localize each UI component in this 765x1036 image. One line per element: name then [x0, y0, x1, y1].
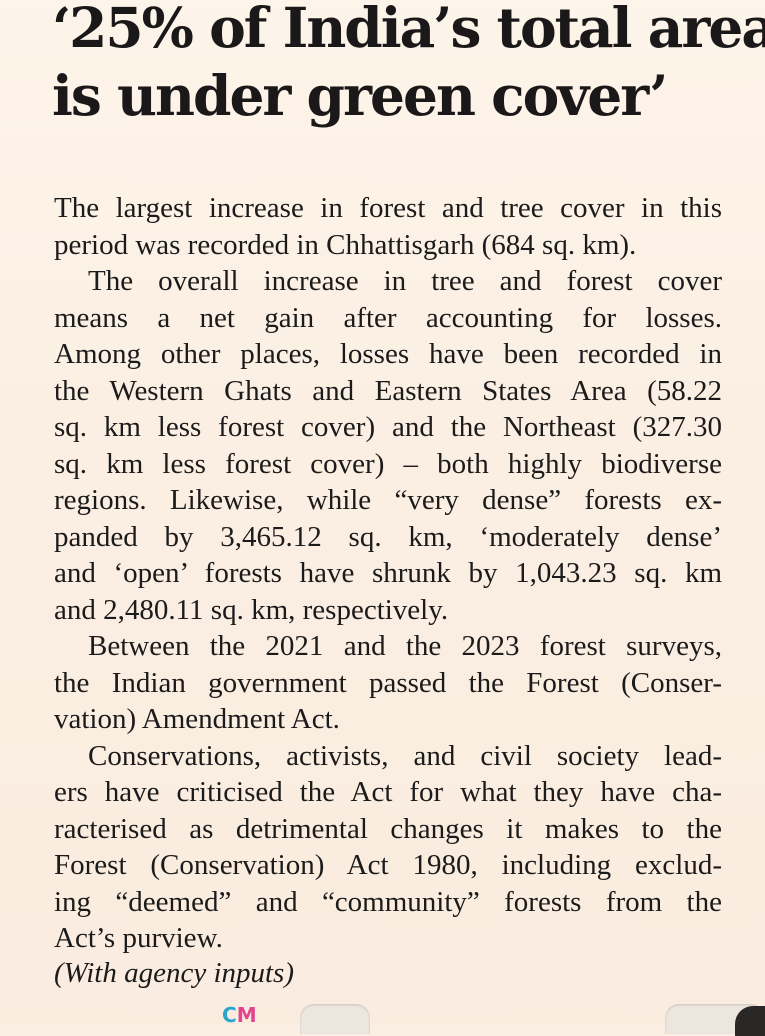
color-registration-mark: CM: [222, 1003, 257, 1027]
body-line: Act’s purview.: [54, 922, 223, 954]
headline-line-2: is under green cover’: [52, 63, 668, 128]
body-line: and ‘open’ forests have shrunk by 1,043.…: [54, 557, 722, 589]
body-line: the Indian government passed the Forest …: [54, 666, 722, 699]
body-line: The overall increase in tree and forest …: [88, 265, 722, 297]
body-line: period was recorded in Chhattisgarh (684…: [54, 228, 637, 261]
body-line: Among other places, losses have been rec…: [54, 338, 722, 370]
body-line: racterised as detrimental changes it mak…: [54, 812, 722, 845]
body-line: ing “deemed” and “community” forests fro…: [54, 885, 722, 918]
body-line: ers have criticised the Act for what the…: [54, 776, 722, 808]
body-line: Between the 2021 and the 2023 forest sur…: [88, 630, 722, 662]
article-body: The largest increase in forest and tree …: [54, 190, 722, 957]
dark-corner: [735, 1006, 765, 1036]
body-line: regions. Likewise, while “very dense” fo…: [54, 484, 722, 516]
body-line: panded by 3,465.12 sq. km, ‘moderately d…: [54, 520, 722, 553]
agency-credit: (With agency inputs): [54, 957, 295, 989]
body-line: and 2,480.11 sq. km, respectively.: [54, 593, 449, 626]
body-line: sq. km less forest cover) – both highly …: [54, 447, 722, 480]
headline: ‘25% of India’s total area is under gree…: [52, 0, 765, 130]
body-line: The largest increase in forest and tree …: [54, 192, 722, 224]
cyan-mark: C: [222, 1003, 237, 1027]
body-line: means a net gain after accounting for lo…: [54, 301, 722, 334]
body-line: Forest (Conservation) Act 1980, includin…: [54, 849, 722, 881]
body-line: Conservations, activists, and civil soci…: [88, 739, 722, 772]
body-line: the Western Ghats and Eastern States Are…: [54, 374, 722, 407]
page-edge-tab: [300, 1004, 370, 1034]
headline-line-1: ‘25% of India’s total area: [52, 0, 765, 60]
body-line: vation) Amendment Act.: [54, 703, 340, 735]
body-line: sq. km less forest cover) and the Northe…: [54, 411, 722, 443]
magenta-mark: M: [236, 1003, 257, 1027]
